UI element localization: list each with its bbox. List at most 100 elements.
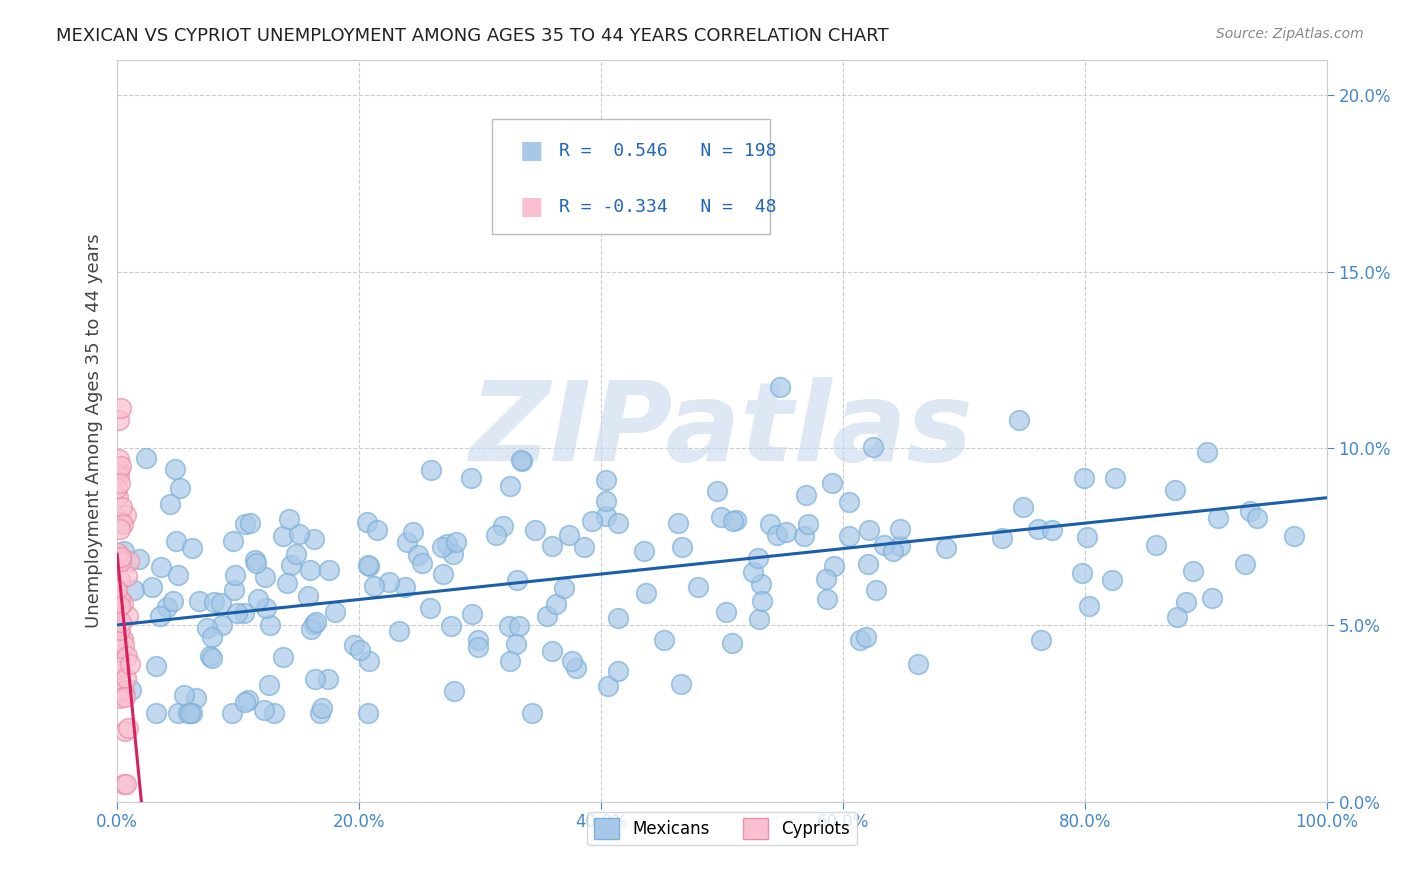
Point xyxy=(443,547,465,561)
Point xyxy=(202,595,225,609)
Point xyxy=(666,516,689,531)
Point xyxy=(115,777,138,791)
Point xyxy=(107,591,129,605)
Point xyxy=(1076,530,1098,544)
Point xyxy=(671,541,693,555)
Point xyxy=(669,677,692,691)
Point xyxy=(544,597,567,611)
Point xyxy=(221,706,243,721)
FancyBboxPatch shape xyxy=(492,119,770,234)
Point xyxy=(498,619,520,633)
Point xyxy=(506,573,529,587)
Point xyxy=(141,580,163,594)
Point xyxy=(135,450,157,465)
Point xyxy=(636,586,658,600)
Point xyxy=(114,508,136,523)
Point xyxy=(297,589,319,603)
Point xyxy=(520,706,543,721)
Text: R = -0.334   N =  48: R = -0.334 N = 48 xyxy=(558,197,776,216)
Point xyxy=(343,638,366,652)
Point xyxy=(105,481,128,495)
Point xyxy=(688,580,710,594)
Point xyxy=(110,599,132,613)
Point xyxy=(419,601,441,615)
Point xyxy=(1008,413,1031,427)
Point xyxy=(117,721,139,735)
Point xyxy=(118,553,141,567)
Point xyxy=(396,535,419,549)
Point xyxy=(796,488,818,502)
Point xyxy=(110,523,132,537)
Point xyxy=(401,525,423,540)
Point xyxy=(149,560,172,574)
Point xyxy=(108,623,131,637)
Text: R =  0.546   N = 198: R = 0.546 N = 198 xyxy=(558,142,776,160)
Point xyxy=(1146,538,1168,552)
Point xyxy=(561,654,583,668)
Point xyxy=(907,657,929,671)
Point xyxy=(499,479,522,493)
Point xyxy=(284,547,307,561)
Point xyxy=(287,526,309,541)
Point xyxy=(107,490,129,504)
Point xyxy=(233,517,256,532)
Point xyxy=(277,512,299,526)
Point xyxy=(253,703,276,717)
Point xyxy=(201,630,224,644)
Point xyxy=(823,559,845,574)
Point xyxy=(724,513,747,527)
Point xyxy=(108,691,131,706)
Point xyxy=(222,582,245,597)
Point xyxy=(706,483,728,498)
Point xyxy=(304,673,326,687)
Point xyxy=(222,533,245,548)
Point xyxy=(858,523,880,537)
Point xyxy=(304,532,326,546)
Point xyxy=(110,515,132,529)
Point xyxy=(1164,483,1187,497)
Point xyxy=(145,658,167,673)
Point xyxy=(855,630,877,644)
Point xyxy=(1078,599,1101,614)
Point xyxy=(114,671,136,685)
Point xyxy=(394,580,416,594)
Point xyxy=(117,569,139,583)
Point xyxy=(775,524,797,539)
Point xyxy=(211,596,233,610)
Point xyxy=(173,688,195,702)
Point xyxy=(536,608,558,623)
Point xyxy=(1197,445,1219,459)
Point xyxy=(1174,594,1197,608)
Point xyxy=(108,573,131,587)
Point xyxy=(633,543,655,558)
Point xyxy=(166,534,188,549)
Point xyxy=(596,680,619,694)
Point xyxy=(849,633,872,648)
Point xyxy=(308,706,330,721)
Point xyxy=(299,622,322,636)
Point xyxy=(607,516,630,531)
Point xyxy=(318,563,340,577)
Point xyxy=(572,540,595,554)
Point xyxy=(1284,528,1306,542)
Point xyxy=(815,572,838,586)
Point xyxy=(233,695,256,709)
Point xyxy=(211,618,233,632)
Point xyxy=(163,461,186,475)
Point xyxy=(1239,504,1261,518)
Point xyxy=(541,644,564,658)
Point xyxy=(236,692,259,706)
Point xyxy=(1011,500,1033,515)
Point xyxy=(359,654,381,668)
Point xyxy=(558,528,581,542)
Point xyxy=(107,451,129,466)
Point xyxy=(553,581,575,595)
Point xyxy=(721,636,744,650)
Point xyxy=(117,608,139,623)
Point xyxy=(311,701,333,715)
Point xyxy=(748,612,770,626)
Point xyxy=(1246,510,1268,524)
Point xyxy=(145,706,167,721)
Point xyxy=(112,684,135,698)
Point xyxy=(114,544,136,558)
